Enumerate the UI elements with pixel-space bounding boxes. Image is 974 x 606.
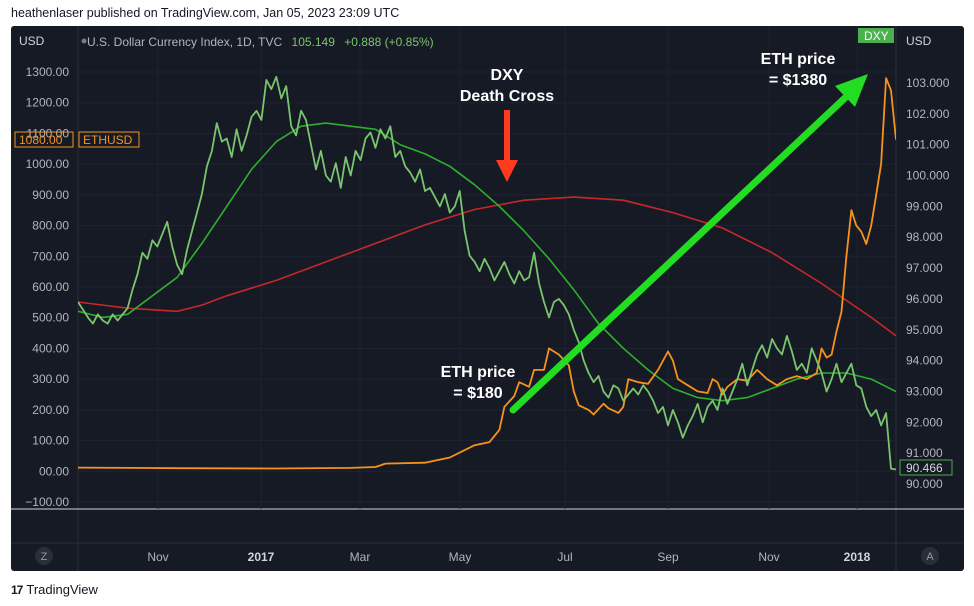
right-tick-label: 94.000 [906, 354, 943, 368]
time-tick-label: Nov [147, 550, 168, 564]
time-tick-label: Sep [657, 550, 679, 564]
right-tick-label: 90.000 [906, 477, 943, 491]
eth-rise-arrow-shaft [509, 92, 851, 414]
left-tick-label: 1100.00 [27, 126, 70, 140]
time-axis: Nov 2017 Mar May Jul Sep Nov 2018 [147, 550, 870, 564]
right-tick-label: 103.000 [906, 76, 950, 90]
eth-rise-arrow-head [835, 74, 868, 107]
right-axis: 103.000 102.000 101.000 100.000 99.000 98.000… [906, 76, 950, 491]
right-tick-label: 95.000 [906, 323, 943, 337]
eth-price-badge-bg [14, 131, 74, 148]
chart-svg[interactable]: USD USD U.S. Dollar Currency Index, 1D, … [11, 26, 964, 571]
time-tick-label: Mar [350, 550, 371, 564]
left-tick-label: 600.00 [32, 280, 69, 294]
left-tick-label: 1000.00 [26, 157, 70, 171]
eth-symbol-badge-bg [78, 131, 140, 148]
chart-frame[interactable]: USD USD U.S. Dollar Currency Index, 1D, … [11, 26, 964, 571]
right-tick-label: 93.000 [906, 384, 943, 398]
auto-scale-left-button[interactable]: Z [41, 551, 48, 563]
time-tick-label: May [449, 550, 472, 564]
death-cross-annotation: DXY Death Cross [460, 67, 554, 182]
death-cross-arrow-shaft [504, 110, 510, 162]
death-cross-arrow-head [496, 160, 518, 182]
symbol-description: U.S. Dollar Currency Index, 1D, TVC [87, 35, 283, 49]
symbol-legend: U.S. Dollar Currency Index, 1D, TVC 105.… [87, 35, 434, 49]
eth-high-label-line1: ETH price [761, 51, 836, 68]
series-line-ethusd [78, 77, 896, 470]
left-tick-label: 300.00 [32, 372, 69, 386]
symbol-status-dot [81, 38, 87, 44]
series-layer [78, 75, 896, 471]
left-tick-label: 900.00 [32, 188, 69, 202]
left-tick-label: 00.00 [39, 464, 69, 478]
eth-low-label-line2: = $180 [453, 385, 502, 402]
series-line-dxy-ma-50 [78, 122, 896, 402]
eth-high-annotation: ETH price = $1380 [761, 51, 836, 89]
left-tick-label: 1300.00 [26, 65, 70, 79]
time-tick-label: Nov [758, 550, 779, 564]
left-tick-label: −100.00 [25, 495, 69, 509]
time-tick-label: 2018 [844, 550, 871, 564]
tradingview-logo-icon: 17 [11, 582, 23, 597]
eth-high-label-line2: = $1380 [769, 72, 827, 89]
right-tick-label: 96.000 [906, 292, 943, 306]
symbol-last-value: 105.149 [292, 35, 336, 49]
right-axis-unit: USD [906, 34, 932, 48]
left-tick-label: 1200.00 [26, 96, 70, 110]
publisher-line: heathenlaser published on TradingView.co… [11, 6, 400, 20]
left-tick-label: 200.00 [32, 403, 69, 417]
auto-scale-right-button[interactable]: A [926, 551, 934, 563]
left-tick-label: 800.00 [32, 219, 69, 233]
right-tick-label: 101.000 [906, 138, 950, 152]
eth-symbol-badge: ETHUSD [83, 133, 133, 147]
eth-low-annotation: ETH price = $180 [441, 364, 516, 402]
auto-scale-right-button-bg[interactable] [921, 547, 939, 565]
right-tick-label: 97.000 [906, 261, 943, 275]
left-axis-unit: USD [19, 34, 45, 48]
left-tick-label: 500.00 [32, 311, 69, 325]
right-tick-label: 102.000 [906, 107, 950, 121]
right-tick-label: 98.000 [906, 230, 943, 244]
footer-brand: TradingView [26, 582, 98, 597]
left-tick-label: 400.00 [32, 341, 69, 355]
death-cross-label-line2: Death Cross [460, 88, 554, 105]
eth-rise-arrow [509, 74, 868, 414]
dxy-value-badge-bg [899, 459, 953, 476]
left-axis: 1300.00 1200.00 1100.00 1000.00 900.00 800.00… [25, 65, 69, 509]
right-tick-label: 100.000 [906, 169, 950, 183]
dxy-symbol-badge-bg [858, 28, 894, 43]
time-tick-label: 2017 [248, 550, 275, 564]
right-tick-label: 99.000 [906, 199, 943, 213]
dxy-value-badge: 90.466 [906, 461, 943, 475]
eth-low-label-line1: ETH price [441, 364, 516, 381]
series-line-dxy [78, 75, 896, 471]
auto-scale-left-button-bg[interactable] [35, 547, 53, 565]
dxy-symbol-badge: DXY [864, 29, 889, 43]
death-cross-label-line1: DXY [491, 67, 524, 84]
left-tick-label: 100.00 [32, 434, 69, 448]
eth-price-badge: 1080.00 [19, 133, 63, 147]
symbol-change: +0.888 (+0.85%) [344, 35, 433, 49]
right-tick-label: 92.000 [906, 415, 943, 429]
left-tick-label: 700.00 [32, 249, 69, 263]
footer-logo[interactable]: 17 TradingView [11, 582, 98, 597]
time-tick-label: Jul [557, 550, 572, 564]
right-tick-label: 91.000 [906, 446, 943, 460]
series-line-dxy-ma-200 [78, 196, 896, 337]
